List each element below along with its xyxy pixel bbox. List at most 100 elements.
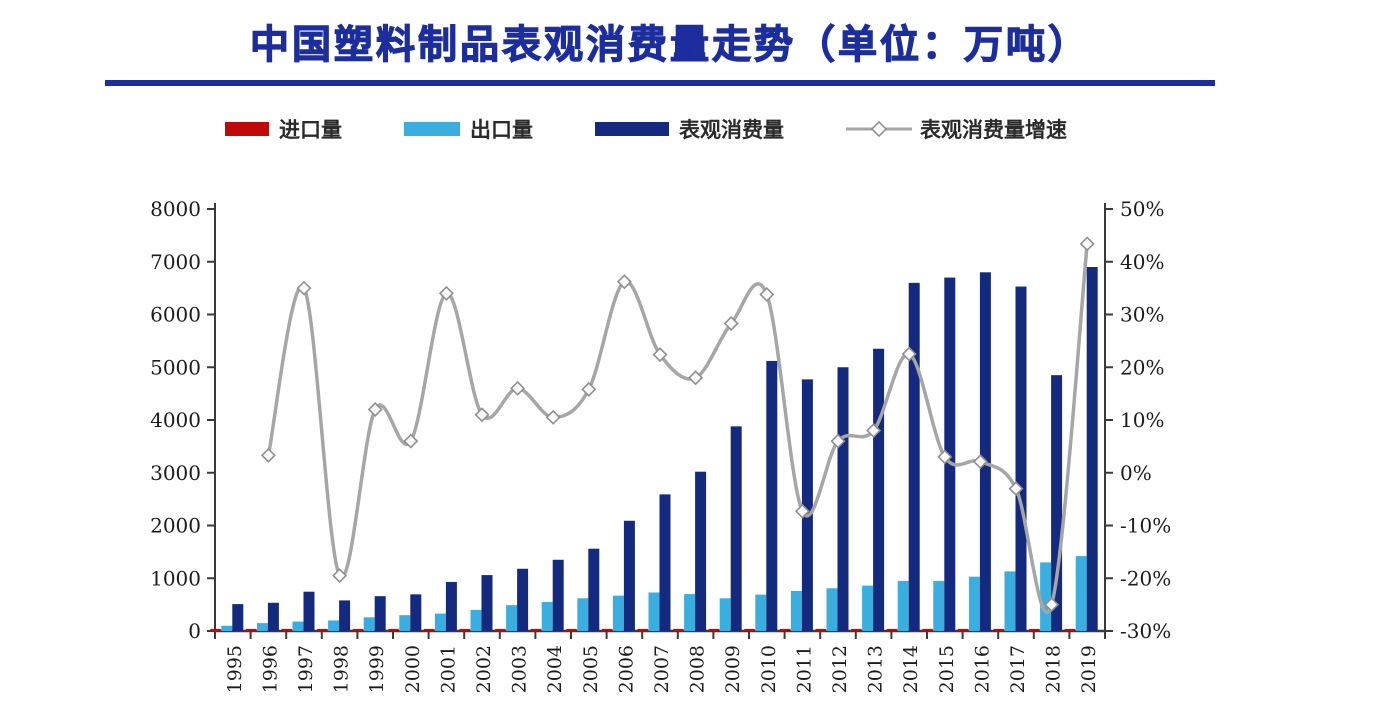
growth-marker [403, 433, 419, 449]
bar-imports-2015 [922, 628, 933, 631]
bar-consumption-2000 [410, 594, 422, 631]
growth-marker [1079, 236, 1095, 252]
x-tick-label-2003: 2003 [509, 645, 531, 693]
x-tick-label-2017: 2017 [1007, 645, 1029, 693]
bar-exports-2000 [399, 615, 411, 631]
x-tick-label-2014: 2014 [900, 645, 922, 693]
growth-marker [1044, 597, 1060, 613]
x-tick-label-2013: 2013 [865, 645, 887, 693]
bar-exports-1997 [292, 621, 304, 631]
legend-label-growth: 表观消费量增速 [920, 118, 1067, 142]
bar-imports-2010 [744, 628, 755, 631]
bar-consumption-1998 [339, 600, 351, 631]
chart-area: 8000 7000 6000 5000 4000 3000 2000 1000 0 50% 40% 3… [0, 184, 1400, 716]
bar-exports-1995 [221, 625, 233, 631]
x-tick-label-1998: 1998 [331, 645, 353, 693]
legend-line-symbol-growth [846, 120, 912, 138]
bar-exports-2015 [933, 580, 945, 631]
bar-imports-1998 [317, 628, 328, 631]
bar-consumption-2013 [873, 348, 885, 631]
legend-label-exports: 出口量 [470, 118, 533, 142]
y-right-tick-label: 20% [1120, 355, 1164, 379]
growth-marker [866, 423, 882, 439]
bar-consumption-2008 [695, 471, 707, 631]
bar-consumption-2017 [1015, 286, 1027, 631]
y-left-tick-label: 2000 [150, 514, 201, 538]
growth-marker [794, 503, 810, 519]
bar-consumption-1997 [303, 591, 315, 631]
bar-imports-2003 [495, 628, 506, 631]
y-left-tick-label: 0 [188, 619, 201, 643]
bar-imports-2011 [779, 628, 791, 631]
bar-imports-2009 [708, 628, 720, 631]
y-right-tick-label: 30% [1120, 303, 1164, 327]
legend-item-growth: 表观消费量增速 [846, 114, 1067, 144]
x-tick-label-1997: 1997 [295, 645, 317, 693]
growth-marker [332, 568, 348, 584]
bar-exports-2009 [719, 598, 731, 631]
x-tick-label-2001: 2001 [437, 645, 459, 693]
bar-exports-2018 [1040, 562, 1052, 631]
bar-exports-2013 [862, 585, 874, 631]
bar-consumption-2010 [766, 360, 778, 631]
legend-label-imports: 进口量 [279, 118, 342, 142]
x-tick-label-2009: 2009 [722, 645, 744, 693]
bar-consumption-2006 [623, 520, 635, 631]
bar-consumption-2014 [908, 282, 920, 631]
legend-label-consumption: 表观消费量 [679, 118, 784, 142]
bar-imports-2006 [601, 628, 613, 631]
growth-marker [367, 401, 383, 417]
growth-marker [260, 447, 276, 463]
y-left-tick-label: 7000 [150, 250, 201, 274]
bar-consumption-2004 [552, 559, 564, 631]
growth-line [266, 242, 1089, 615]
bar-imports-2002 [459, 628, 470, 631]
legend-swatch-consumption [595, 122, 669, 136]
growth-marker [1008, 481, 1024, 497]
bar-consumption-2019 [1086, 267, 1098, 631]
bar-imports-2014 [886, 628, 898, 631]
growth-marker [652, 347, 668, 363]
growth-marker [616, 274, 632, 290]
y-right-tick-label: -20% [1120, 566, 1171, 590]
growth-marker [438, 285, 454, 301]
legend: 进口量 出口量 表观消费量 表观消费量增速 [225, 114, 1400, 144]
x-tick-label-1999: 1999 [366, 645, 388, 693]
bar-exports-2011 [790, 590, 802, 631]
bar-exports-2019 [1075, 556, 1087, 631]
bar-exports-1998 [328, 620, 340, 631]
bar-imports-2008 [673, 628, 684, 631]
bar-consumption-2002 [481, 575, 493, 631]
legend-item-imports: 进口量 [225, 114, 342, 144]
bar-consumption-2015 [944, 277, 956, 631]
bar-consumption-1995 [232, 604, 244, 631]
bar-exports-2002 [470, 609, 482, 631]
bar-exports-2004 [541, 601, 553, 631]
bar-imports-2007 [637, 628, 648, 631]
bar-imports-2004 [530, 628, 542, 631]
bar-exports-2016 [968, 576, 980, 631]
y-left-tick-label: 6000 [150, 303, 201, 327]
growth-marker [581, 381, 597, 397]
bar-consumption-2007 [659, 494, 671, 631]
y-right-tick-label: 0% [1120, 461, 1152, 485]
x-tick-label-2018: 2018 [1043, 645, 1065, 693]
bar-exports-1996 [256, 623, 268, 631]
x-tick-label-2008: 2008 [687, 645, 709, 693]
x-tick-label-2000: 2000 [402, 645, 424, 693]
y-right-tick-label: 10% [1120, 408, 1164, 432]
bar-imports-2019 [1064, 628, 1076, 631]
growth-marker [901, 346, 917, 362]
bar-imports-1995 [210, 628, 221, 631]
y-right-tick-label: 50% [1120, 197, 1164, 221]
bar-exports-2014 [897, 580, 909, 631]
x-tick-label-1995: 1995 [224, 645, 246, 693]
y-left-tick-label: 8000 [150, 197, 201, 221]
growth-marker [972, 454, 988, 470]
bar-imports-1997 [281, 628, 292, 631]
bar-consumption-2016 [979, 272, 991, 631]
chart-title: 中国塑料制品表观消费量走势（单位：万吨） [249, 22, 1090, 68]
x-tick-label-2016: 2016 [971, 645, 993, 693]
bar-consumption-2011 [801, 379, 813, 631]
legend-item-consumption: 表观消费量 [595, 114, 784, 144]
